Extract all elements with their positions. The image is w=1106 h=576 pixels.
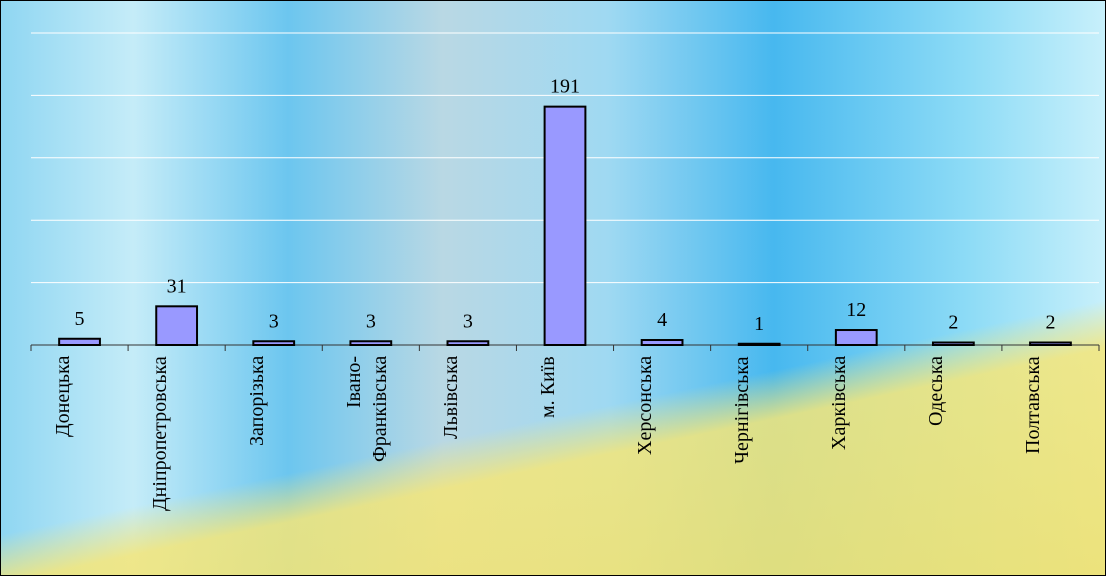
bar (1029, 341, 1072, 346)
bar (640, 339, 684, 346)
value-label: 12 (846, 299, 866, 321)
x-tick-label: Львівська (439, 356, 462, 440)
value-label: 2 (1045, 312, 1055, 334)
value-label: 4 (657, 309, 667, 331)
value-label: 3 (269, 310, 279, 332)
value-label: 3 (366, 310, 376, 332)
x-tick-label: Дніпропетровська (148, 356, 171, 511)
value-label: 191 (550, 76, 580, 98)
bar (737, 342, 781, 347)
x-tick-label: Запорізька (245, 356, 268, 447)
bar (349, 340, 393, 347)
x-tick-label: Херсонська (634, 356, 657, 456)
bar (446, 340, 490, 347)
x-tick-label: м. Київ (537, 356, 559, 418)
bar (834, 329, 878, 346)
value-label: 3 (463, 310, 473, 332)
bar (58, 337, 101, 347)
bar (252, 340, 296, 347)
x-tick-label: Полтавська (1022, 356, 1045, 454)
value-label: 2 (948, 312, 958, 334)
x-tick-label: Донецька (51, 356, 74, 438)
value-label: 31 (167, 275, 187, 297)
bar (155, 305, 199, 347)
value-label: 5 (75, 308, 85, 330)
bar (931, 341, 975, 346)
x-tick-label: Івано- Франківська (342, 356, 391, 463)
value-label: 1 (754, 313, 764, 335)
x-tick-label: Одеська (925, 356, 948, 427)
x-tick-label: Чернігівська (731, 356, 754, 464)
bar (543, 105, 587, 346)
x-tick-label: Харківська (828, 356, 851, 451)
